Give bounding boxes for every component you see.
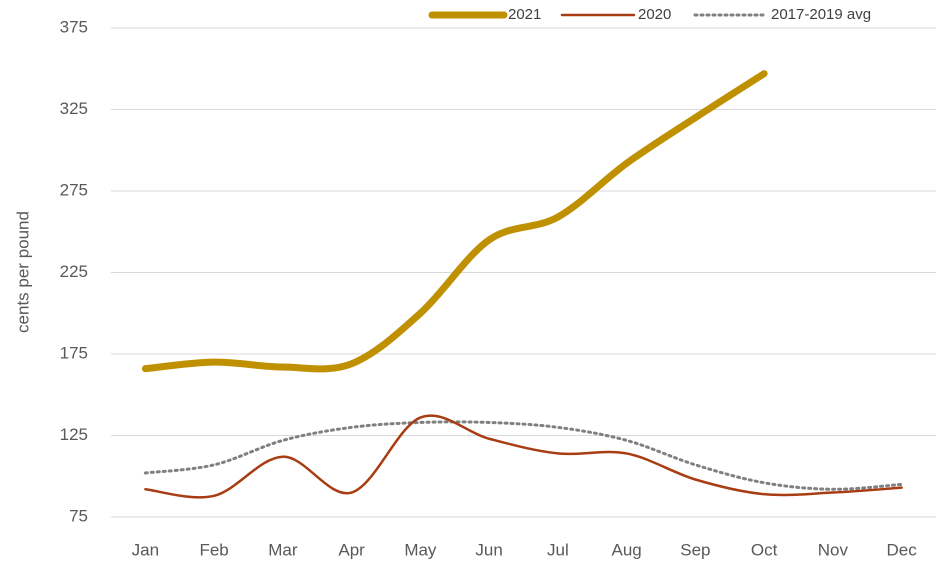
y-tick-label: 325 <box>60 99 88 118</box>
x-tick-label: Jan <box>132 540 159 559</box>
legend-label: 2020 <box>638 6 671 23</box>
y-tick-label: 225 <box>60 262 88 281</box>
x-tick-label: Nov <box>818 540 849 559</box>
x-tick-label: Apr <box>338 540 365 559</box>
y-tick-label: 125 <box>60 425 88 444</box>
x-tick-label: Sep <box>680 540 710 559</box>
x-tick-label: Aug <box>612 540 642 559</box>
line-series <box>143 420 904 491</box>
y-axis-label: cents per pound <box>13 211 32 333</box>
legend-label: 2017-2019 avg <box>771 6 871 23</box>
line-series <box>141 70 768 373</box>
y-tick-label: 275 <box>60 180 88 199</box>
legend-label: 2021 <box>508 6 541 23</box>
x-tick-label: Jul <box>547 540 569 559</box>
y-tick-label: 375 <box>60 17 88 36</box>
y-tick-label: 75 <box>69 506 88 525</box>
x-tick-label: Jun <box>475 540 502 559</box>
x-tick-label: Oct <box>751 540 778 559</box>
x-tick-label: Feb <box>199 540 228 559</box>
legend: 2021 2020 2017-2019 avg <box>428 6 871 23</box>
y-tick-label: 175 <box>60 343 88 362</box>
x-tick-label: Mar <box>268 540 298 559</box>
x-tick-label: Dec <box>887 540 918 559</box>
line-series <box>144 414 903 499</box>
x-tick-label: May <box>404 540 437 559</box>
